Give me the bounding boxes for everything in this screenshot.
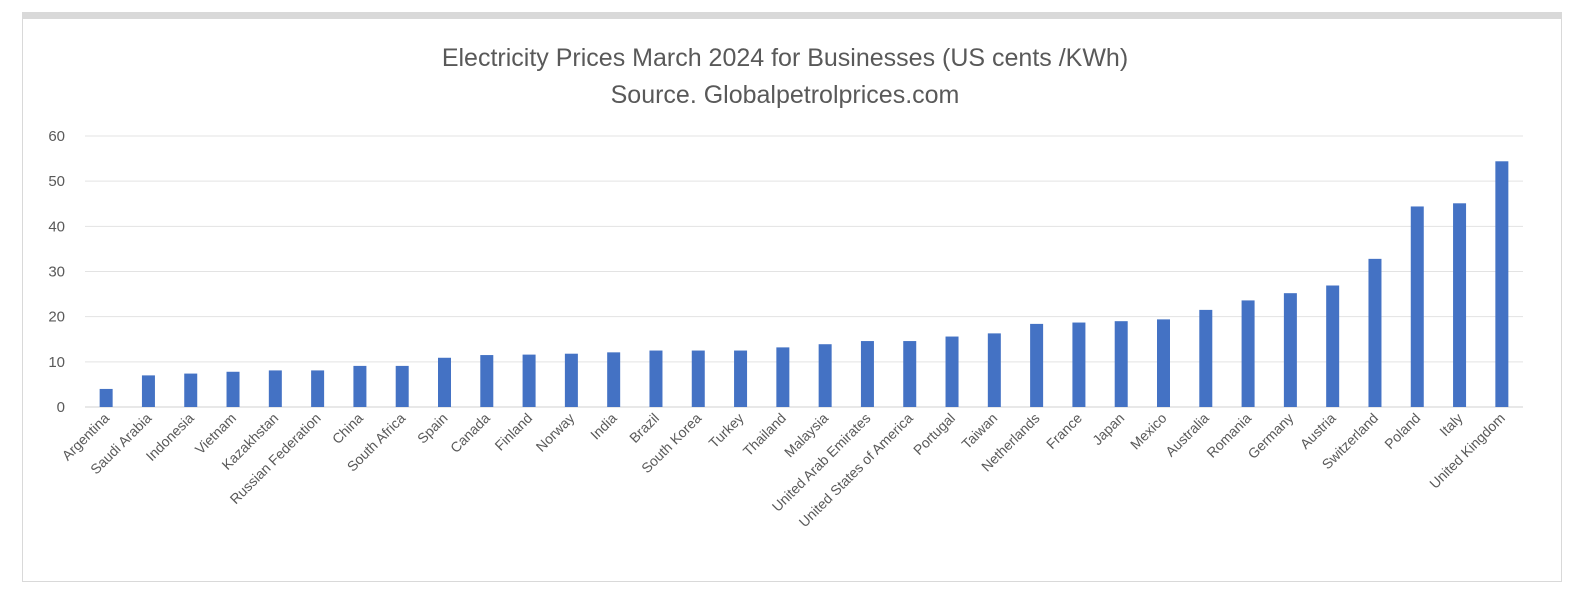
x-category-label: Spain xyxy=(414,410,451,447)
x-category-label: Finland xyxy=(491,410,535,454)
chart-subtitle: Source. Globalpetrolprices.com xyxy=(611,81,960,109)
chart-title: Electricity Prices March 2024 for Busine… xyxy=(442,44,1128,72)
bar xyxy=(1410,206,1424,407)
bar xyxy=(226,371,240,407)
bar xyxy=(1072,322,1086,407)
bar xyxy=(1199,309,1213,407)
bar xyxy=(184,373,198,407)
bars xyxy=(99,161,1509,407)
gridlines xyxy=(85,135,1523,408)
bar xyxy=(987,333,1001,407)
bar xyxy=(1241,300,1255,407)
x-category-label: India xyxy=(587,410,620,443)
bar xyxy=(776,347,790,407)
bar xyxy=(395,365,409,407)
x-category-label: China xyxy=(329,410,366,447)
x-category-label: Japan xyxy=(1089,410,1127,448)
x-category-label: Turkey xyxy=(705,410,746,451)
bar xyxy=(1368,258,1382,407)
x-category-label: Poland xyxy=(1381,410,1423,452)
y-tick-label: 50 xyxy=(48,173,65,190)
x-category-label: Germany xyxy=(1244,410,1296,462)
x-category-label: Norway xyxy=(533,410,578,455)
bar xyxy=(311,370,325,407)
x-category-label: United Kingdom xyxy=(1426,410,1508,492)
bar xyxy=(522,354,536,407)
bar xyxy=(607,352,621,407)
y-tick-label: 0 xyxy=(57,399,65,416)
bar xyxy=(860,341,874,407)
bar xyxy=(1157,319,1170,407)
y-axis-ticks: 0 10 20 30 40 50 60 xyxy=(48,128,65,416)
bar xyxy=(1114,321,1128,407)
bar xyxy=(734,350,748,407)
bar xyxy=(564,353,578,407)
bar xyxy=(1326,285,1340,407)
bar xyxy=(1495,161,1509,407)
x-category-label: France xyxy=(1043,410,1085,452)
y-tick-label: 40 xyxy=(48,218,65,235)
y-tick-label: 10 xyxy=(48,354,65,371)
bar xyxy=(691,350,705,407)
bar-chart: Electricity Prices March 2024 for Busine… xyxy=(48,44,1523,530)
bar xyxy=(141,375,155,407)
bar xyxy=(903,341,917,407)
x-category-label: Italy xyxy=(1436,410,1465,439)
bar xyxy=(99,388,113,407)
bar xyxy=(268,370,282,407)
x-category-label: Brazil xyxy=(626,410,662,446)
bar xyxy=(438,357,451,407)
bar xyxy=(945,336,959,407)
x-category-label: Canada xyxy=(447,410,493,456)
bar xyxy=(649,350,663,407)
x-category-label: Australia xyxy=(1162,410,1212,460)
chart-frame: Electricity Prices March 2024 for Busine… xyxy=(22,12,1562,582)
y-tick-label: 60 xyxy=(48,128,65,145)
bar xyxy=(1453,203,1467,407)
x-category-label: Portugal xyxy=(910,410,958,458)
bar xyxy=(1283,293,1297,407)
y-tick-label: 30 xyxy=(48,264,65,281)
bar xyxy=(480,355,494,407)
x-category-label: Thailand xyxy=(740,410,789,459)
x-category-label: Taiwan xyxy=(958,410,1000,452)
bar xyxy=(353,365,367,407)
bar xyxy=(818,344,832,407)
bar xyxy=(1030,323,1044,407)
y-tick-label: 20 xyxy=(48,309,65,326)
